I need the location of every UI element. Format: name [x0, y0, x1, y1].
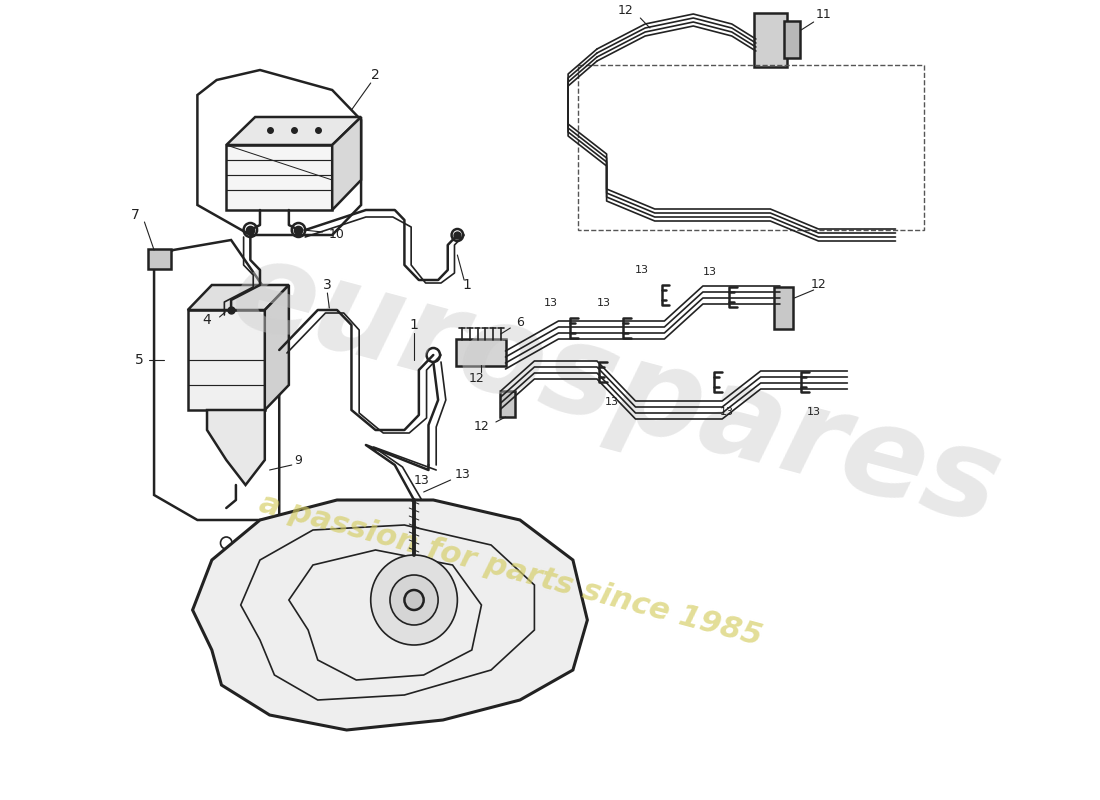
Polygon shape: [192, 500, 587, 730]
Circle shape: [405, 590, 424, 610]
Text: 13: 13: [720, 407, 734, 417]
Text: 12: 12: [618, 3, 634, 17]
Text: 1: 1: [409, 318, 418, 332]
FancyBboxPatch shape: [754, 13, 786, 67]
Polygon shape: [227, 145, 332, 210]
Text: 7: 7: [131, 208, 140, 222]
FancyBboxPatch shape: [784, 21, 800, 58]
Text: 13: 13: [604, 397, 618, 407]
Text: 12: 12: [811, 278, 826, 291]
Text: 4: 4: [202, 313, 211, 327]
Text: 2: 2: [371, 68, 380, 82]
Polygon shape: [227, 117, 361, 145]
Polygon shape: [207, 410, 265, 485]
Text: 13: 13: [454, 469, 470, 482]
Polygon shape: [188, 285, 289, 310]
Text: 5: 5: [135, 353, 144, 367]
Circle shape: [390, 575, 438, 625]
Text: 12: 12: [474, 421, 490, 434]
FancyBboxPatch shape: [456, 339, 506, 366]
Text: 13: 13: [414, 474, 430, 486]
Text: 10: 10: [329, 229, 345, 242]
Text: 6: 6: [516, 315, 524, 329]
Text: 13: 13: [806, 407, 821, 417]
Text: 11: 11: [815, 9, 832, 22]
Text: 3: 3: [323, 278, 332, 292]
Circle shape: [371, 555, 458, 645]
Text: 13: 13: [635, 265, 649, 275]
Text: 1: 1: [463, 278, 472, 292]
Polygon shape: [265, 285, 289, 410]
FancyBboxPatch shape: [499, 391, 515, 417]
Text: 13: 13: [543, 298, 558, 308]
Polygon shape: [332, 117, 361, 210]
Bar: [578, 65, 924, 230]
FancyBboxPatch shape: [774, 287, 793, 329]
Polygon shape: [188, 310, 265, 410]
Text: 13: 13: [703, 267, 717, 277]
FancyBboxPatch shape: [148, 249, 172, 269]
Text: 9: 9: [295, 454, 302, 466]
Text: a passion for parts since 1985: a passion for parts since 1985: [255, 489, 764, 651]
Text: eurospares: eurospares: [219, 230, 1013, 550]
Text: 12: 12: [469, 371, 484, 385]
Text: 13: 13: [596, 298, 611, 308]
